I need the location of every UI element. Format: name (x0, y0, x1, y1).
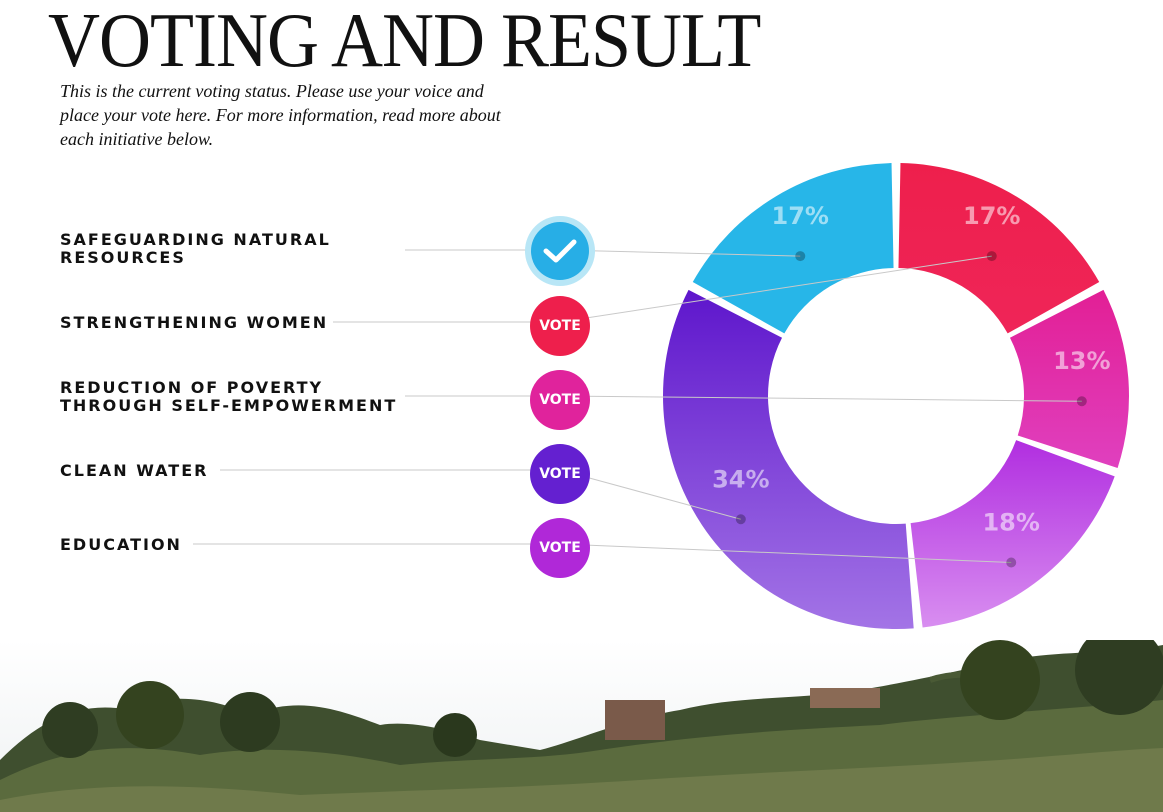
slice-natural-resources (692, 163, 894, 334)
vote-button-clean-water[interactable]: VOTE (530, 444, 590, 504)
vote-button-poverty[interactable]: VOTE (530, 370, 590, 430)
vote-button-women[interactable]: VOTE (530, 296, 590, 356)
slice-clean-water (663, 289, 914, 629)
slice-women (898, 163, 1100, 334)
slice-poverty (1009, 289, 1129, 468)
initiative-label-education: EDUCATION (60, 535, 182, 554)
connector-line (220, 469, 741, 520)
page-title: VOTING AND RESULT (48, 0, 761, 84)
initiative-label-women: STRENGTHENING WOMEN (60, 313, 329, 332)
connector-dot (1006, 557, 1017, 568)
initiative-label-natural-resources: SAFEGUARDING NATURAL RESOURCES (60, 230, 331, 267)
slice-poverty-percent: 13% (1053, 347, 1110, 375)
connector-dot (735, 514, 746, 525)
checkmark-icon (543, 239, 577, 263)
connector-dot (795, 251, 806, 262)
intro-text: This is the current voting status. Pleas… (60, 81, 501, 149)
initiative-label-poverty: REDUCTION OF POVERTY THROUGH SELF-EMPOWE… (60, 378, 398, 415)
voted-check-button[interactable] (525, 216, 595, 286)
initiative-label-clean-water: CLEAN WATER (60, 461, 209, 480)
slice-education-percent: 18% (982, 509, 1039, 537)
landscape-image (0, 640, 1163, 812)
slice-women-percent: 17% (963, 202, 1020, 230)
slice-education (910, 440, 1115, 628)
slice-natural-resources-percent: 17% (772, 202, 829, 230)
vote-button-education[interactable]: VOTE (530, 518, 590, 578)
connector-dot (1076, 396, 1087, 407)
slice-clean-water-percent: 34% (712, 465, 769, 493)
connector-dot (986, 251, 997, 262)
